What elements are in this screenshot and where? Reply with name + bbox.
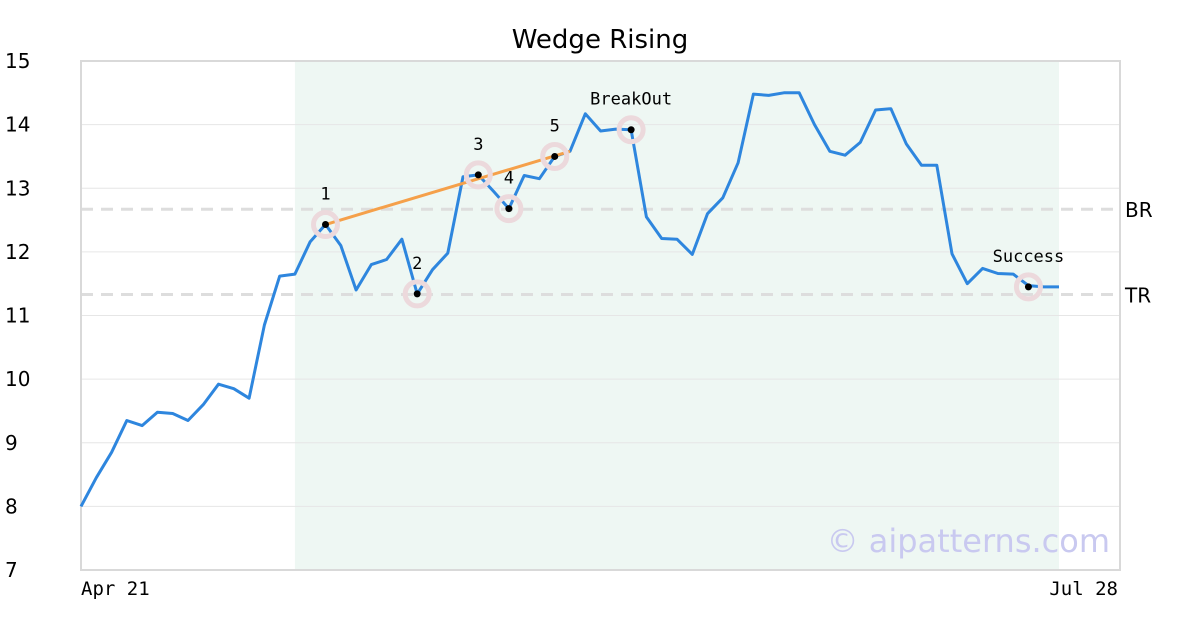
y-tick-label: 9	[5, 431, 18, 455]
annotation-label: 1	[320, 185, 330, 205]
chart-title: Wedge Rising	[512, 25, 689, 55]
plot-frame	[80, 60, 1121, 571]
annotation-label: 5	[550, 116, 560, 136]
annotation-label: Success	[993, 247, 1065, 267]
marker-halo	[311, 210, 340, 240]
y-tick-label: 13	[5, 176, 30, 200]
marker-dot	[322, 221, 329, 229]
watermark: © aipatterns.com	[827, 522, 1110, 560]
x-tick-label: Jul 28	[1049, 578, 1118, 600]
annotation-label: 2	[412, 254, 422, 274]
marker-dot	[627, 126, 635, 134]
y-tick-label: 14	[5, 113, 30, 137]
annotation-label: BreakOut	[590, 90, 672, 110]
annotation-label: 3	[473, 135, 483, 155]
price-series-line	[79, 91, 1059, 508]
x-tick-label: Apr 21	[81, 578, 150, 600]
y-tick-label: 11	[5, 304, 30, 328]
level-label-br: BR	[1125, 198, 1153, 222]
marker-dot	[474, 171, 482, 179]
y-tick-label: 15	[5, 49, 30, 73]
marker-halo	[463, 160, 493, 190]
marker-halo	[494, 194, 524, 224]
marker-dot	[1024, 283, 1032, 291]
pattern-annotations: 1 2 3 4 5 BreakOut Success	[311, 90, 1065, 309]
y-tick-label: 7	[5, 558, 18, 582]
marker-halo	[402, 279, 432, 309]
marker-dot	[413, 290, 421, 298]
y-tick-label: 12	[5, 240, 30, 264]
marker-dot	[551, 152, 559, 160]
wedge-trendline	[325, 149, 571, 226]
marker-halo	[1013, 272, 1043, 302]
level-lines: BR TR	[81, 198, 1153, 308]
annotation-label: 4	[504, 169, 514, 189]
marker-dot	[505, 205, 513, 213]
level-label-tr: TR	[1124, 284, 1151, 308]
y-tick-label: 8	[5, 494, 18, 518]
y-tick-label: 10	[5, 367, 30, 391]
marker-halo	[616, 115, 646, 145]
y-axis-ticks: 7 8 9 10 11 12 13 14 15	[5, 49, 30, 582]
x-axis-ticks: Apr 21 Jul 28	[81, 578, 1118, 600]
marker-halo	[540, 141, 570, 171]
